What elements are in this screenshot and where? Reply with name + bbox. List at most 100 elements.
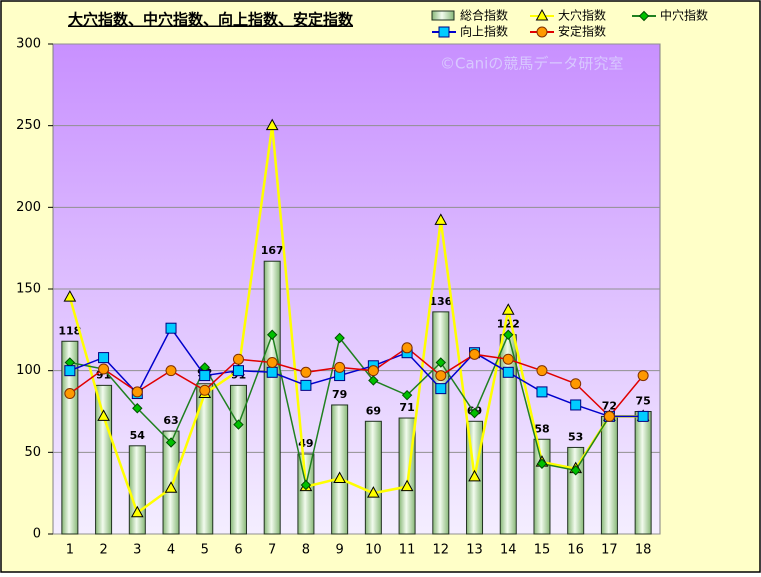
data-label: 58	[534, 422, 549, 435]
legend-label: 安定指数	[558, 24, 606, 39]
marker	[637, 410, 649, 422]
marker	[503, 329, 514, 340]
marker	[469, 348, 481, 360]
data-label: 53	[568, 430, 583, 443]
legend-marker	[638, 10, 650, 22]
x-tick-label: 9	[335, 543, 343, 558]
data-label: 75	[635, 395, 650, 408]
marker	[536, 365, 548, 377]
marker	[232, 365, 244, 377]
data-label: 71	[399, 401, 414, 414]
bar	[297, 453, 315, 535]
bar	[634, 411, 652, 535]
legend-label: 総合指数	[460, 8, 508, 23]
x-tick-label: 11	[399, 543, 416, 558]
marker	[97, 409, 110, 421]
marker	[132, 403, 143, 414]
marker	[63, 290, 77, 302]
x-tick-label: 15	[534, 543, 551, 558]
marker	[300, 479, 312, 491]
marker	[570, 399, 582, 411]
marker	[401, 389, 413, 401]
legend-marker	[535, 8, 549, 21]
marker	[266, 357, 278, 368]
marker	[435, 357, 447, 368]
marker	[400, 479, 414, 492]
x-tick-label: 8	[302, 543, 310, 558]
x-tick-label: 13	[466, 543, 483, 558]
marker	[570, 378, 582, 390]
x-tick-label: 4	[167, 543, 175, 558]
data-label: 122	[497, 318, 520, 331]
x-tick-label: 14	[500, 543, 517, 558]
marker	[266, 366, 278, 378]
bar	[61, 340, 79, 535]
data-label: 69	[366, 404, 381, 417]
marker	[199, 384, 211, 396]
bar	[364, 420, 382, 535]
marker	[265, 118, 279, 131]
marker	[165, 322, 177, 334]
marker	[502, 353, 514, 365]
y-tick-label: 50	[24, 445, 41, 460]
marker	[98, 352, 110, 364]
legend-marker	[536, 26, 548, 38]
x-tick-label: 12	[433, 543, 450, 558]
x-tick-label: 18	[635, 543, 652, 558]
data-label: 54	[130, 429, 146, 442]
x-tick-label: 5	[201, 543, 209, 558]
marker	[536, 386, 548, 398]
marker	[434, 213, 448, 225]
marker	[165, 365, 177, 377]
marker	[300, 366, 312, 378]
marker	[536, 458, 548, 469]
x-tick-label: 10	[365, 543, 382, 558]
marker	[502, 366, 514, 378]
marker	[266, 329, 278, 340]
y-tick-label: 100	[16, 363, 41, 378]
bar	[331, 404, 349, 535]
bar	[600, 415, 618, 535]
legend-swatch	[431, 10, 455, 21]
data-label: 167	[261, 244, 284, 257]
marker	[469, 407, 480, 419]
bar	[263, 260, 281, 535]
marker	[232, 353, 244, 365]
marker	[300, 379, 312, 391]
bar	[128, 445, 146, 535]
y-tick-label: 150	[16, 282, 41, 297]
bar	[95, 384, 113, 535]
data-label: 72	[602, 399, 617, 412]
bar	[432, 311, 450, 535]
legend-label: 中穴指数	[660, 8, 708, 23]
legend-marker	[438, 26, 450, 38]
series-line	[69, 326, 644, 418]
data-label: 118	[58, 324, 81, 337]
bar	[533, 438, 551, 535]
marker	[367, 365, 379, 377]
x-tick-label: 2	[99, 543, 107, 558]
marker	[199, 370, 211, 382]
chart-title: 大穴指数、中穴指数、向上指数、安定指数	[68, 11, 354, 29]
marker	[603, 410, 615, 422]
series-line	[69, 332, 644, 486]
marker	[164, 481, 178, 493]
data-label: 79	[332, 388, 347, 401]
x-tick-label: 7	[268, 543, 276, 558]
marker	[64, 388, 76, 400]
marker	[333, 471, 346, 483]
x-tick-label: 6	[234, 543, 242, 558]
y-tick-label: 200	[16, 200, 41, 215]
marker	[401, 342, 413, 354]
watermark: ©Caniの競馬データ研究室	[440, 55, 623, 73]
marker	[131, 386, 143, 398]
x-tick-label: 3	[133, 543, 141, 558]
marker	[130, 505, 144, 518]
marker	[367, 486, 380, 498]
legend-label: 向上指数	[460, 24, 508, 39]
x-tick-label: 16	[567, 543, 584, 558]
x-tick-label: 1	[66, 543, 74, 558]
marker	[501, 303, 515, 315]
